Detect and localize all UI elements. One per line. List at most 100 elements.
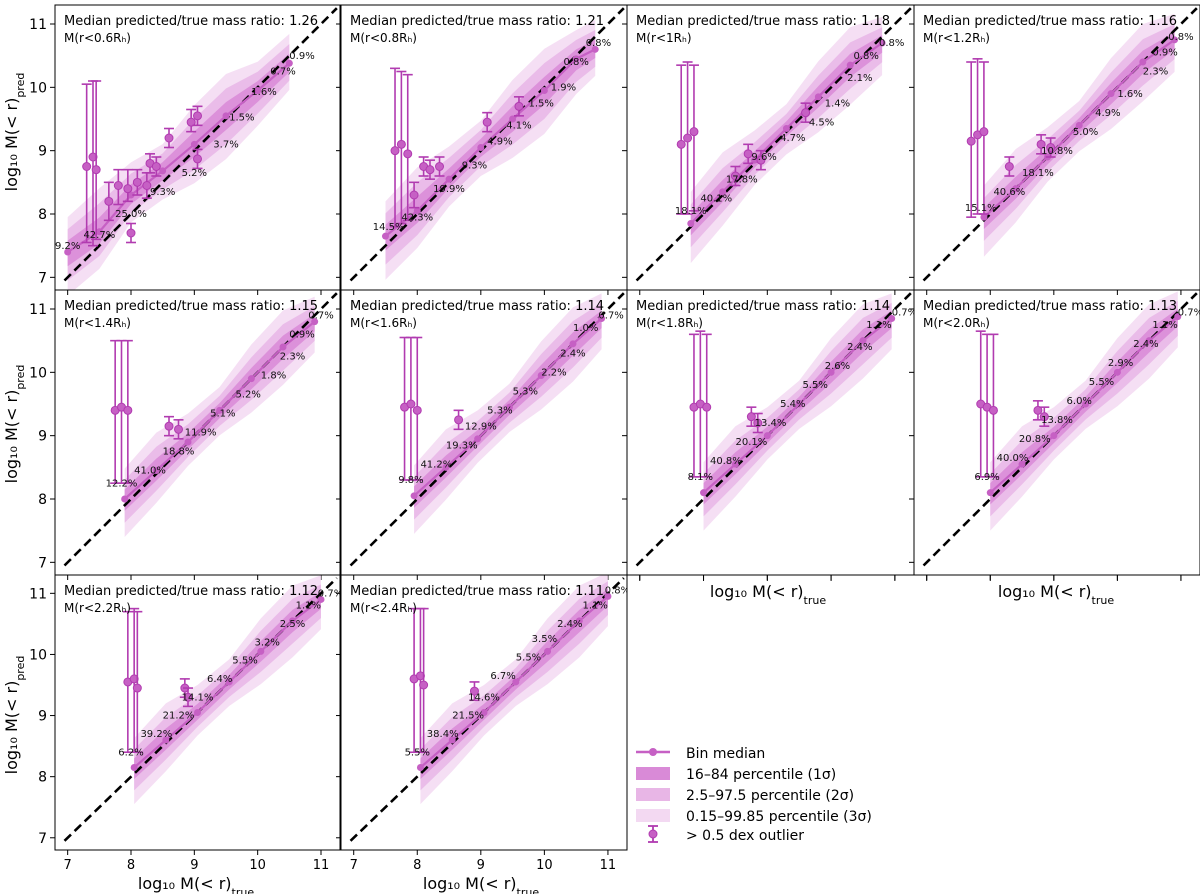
outlier-marker <box>419 680 429 690</box>
outlier-point <box>126 222 136 244</box>
median-point <box>572 55 580 63</box>
median-point <box>477 144 485 151</box>
legend: Bin median 16–84 percentile (1σ) 2.5–97.… <box>636 746 872 844</box>
median-point <box>763 432 771 440</box>
y-tick-label: 9 <box>38 429 47 445</box>
percent-label: 0.8% <box>605 585 630 596</box>
percent-label: 17.8% <box>726 174 758 185</box>
panel-title: Median predicted/true mass ratio: 1.15 <box>64 299 318 314</box>
percent-label: 15.1% <box>965 203 997 214</box>
y-tick-label: 9 <box>38 144 47 160</box>
outlier-marker <box>390 146 400 156</box>
outlier-marker <box>988 405 998 415</box>
median-point <box>1075 121 1083 129</box>
outlier-marker <box>979 127 989 137</box>
median-point <box>95 228 103 236</box>
percent-label: 12.2% <box>106 478 138 489</box>
panel-subtitle: M(r<1.6Rₕ) <box>350 316 417 330</box>
y-tick-label: 7 <box>38 270 47 286</box>
x-tick-label: 10 <box>536 858 553 873</box>
median-point <box>257 647 265 655</box>
panel-title: Median predicted/true mass ratio: 1.16 <box>923 14 1177 29</box>
panel-4: 15.1% 40.6% 18.1% 10.8%5.0% 4.9% 1.6%2.3% 0.9%… <box>909 4 1200 295</box>
panel-subtitle: M(r<2.0Rₕ) <box>923 316 990 330</box>
percent-label: 1.6% <box>251 87 276 98</box>
outlier-point <box>405 336 416 481</box>
median-point <box>1174 313 1182 321</box>
outlier-point <box>103 181 114 222</box>
outlier-marker <box>514 101 524 111</box>
median-point <box>1145 337 1153 345</box>
outlier-marker <box>412 405 422 415</box>
percent-label: 18.1% <box>675 206 707 217</box>
percent-label: 40.6% <box>993 187 1025 198</box>
outlier-marker <box>104 196 114 206</box>
outlier-point <box>701 333 712 478</box>
percent-label: 39.2% <box>140 729 172 740</box>
outlier-point <box>409 181 420 209</box>
outlier-marker <box>409 190 419 200</box>
median-point <box>569 340 577 348</box>
outlier-marker <box>183 692 193 702</box>
outlier-marker <box>1046 143 1056 152</box>
percent-label: 9.3% <box>150 187 175 198</box>
median-point <box>317 595 325 603</box>
legend-label: Bin median <box>686 746 765 762</box>
plot-area: 6.2% 39.2% 21.2% 14.1% 6.4%5.5% 3.2%2.5% 1.1% 0… <box>63 575 340 842</box>
percent-label: 14.6% <box>468 692 500 703</box>
median-point <box>410 492 418 500</box>
outlier-marker <box>683 133 693 143</box>
percent-label: 41.0% <box>134 466 166 477</box>
percent-label: 1.4% <box>825 98 850 109</box>
x-axis-label: log₁₀ M(< r) <box>710 582 804 601</box>
median-point <box>719 188 727 196</box>
y-tick-label: 10 <box>29 365 47 381</box>
band-1sigma <box>690 35 883 236</box>
legend-label: 2.5–97.5 percentile (2σ) <box>686 788 854 804</box>
x-axis-label-col2: log₁₀ M(< r)true <box>423 874 539 894</box>
plot-area: 8.1% 40.8% 20.1% 13.4% 5.4% 5.5% 2.6% 2.4% 1.1%0… <box>635 292 914 567</box>
percent-label: 12.9% <box>465 421 497 432</box>
median-point <box>687 220 695 227</box>
outlier-point <box>988 333 999 478</box>
panel-8: 6.9% 40.0% 20.8% 13.8% 6.0% 5.5% 2.9%2.4% 1.1%0… <box>909 289 1200 580</box>
outlier-marker <box>123 184 133 194</box>
percent-label: 4.1% <box>506 121 531 132</box>
median-point <box>540 87 548 94</box>
outlier-marker <box>82 162 92 171</box>
median-point <box>254 87 262 94</box>
percent-label: 2.1% <box>847 73 872 84</box>
y-tick-label: 7 <box>38 831 47 847</box>
outlier-marker <box>415 671 425 681</box>
plot-area: 5.5%38.4%21.5%14.6%6.7%5.5%3.5%2.4%1.1%0… <box>349 575 630 842</box>
outlier-marker <box>689 127 699 137</box>
percent-label: 1.1% <box>296 601 321 612</box>
percent-label: 9.3% <box>462 160 487 171</box>
legend-label: > 0.5 dex outlier <box>686 828 804 844</box>
percent-label: 0.7% <box>1178 307 1200 318</box>
outlier-point <box>469 681 480 702</box>
outlier-marker <box>482 117 492 127</box>
outlier-marker <box>396 139 406 149</box>
percent-label: 1.1% <box>583 601 608 612</box>
outlier-point <box>399 336 410 481</box>
one-to-one-line <box>349 292 625 567</box>
one-to-one-line <box>922 292 1198 567</box>
median-point <box>311 318 319 326</box>
percent-label: 25.0% <box>115 209 147 220</box>
outlier-marker <box>966 136 976 146</box>
percent-label: 0.8% <box>1168 32 1193 43</box>
x-tick-label: 9 <box>477 858 485 873</box>
one-to-one-line <box>349 7 625 282</box>
percent-label: 42.7% <box>83 230 115 241</box>
percent-label: 2.3% <box>1143 67 1168 78</box>
percent-label: 8.1% <box>688 472 713 483</box>
median-point <box>121 495 129 503</box>
median-point <box>795 400 803 408</box>
percent-label: 1.6% <box>1117 89 1142 100</box>
outlier-point <box>409 607 420 754</box>
outlier-marker <box>746 412 756 422</box>
outlier-marker <box>123 405 133 415</box>
outlier-point <box>110 339 121 484</box>
panel-subtitle: M(r<0.8Rₕ) <box>350 31 417 45</box>
